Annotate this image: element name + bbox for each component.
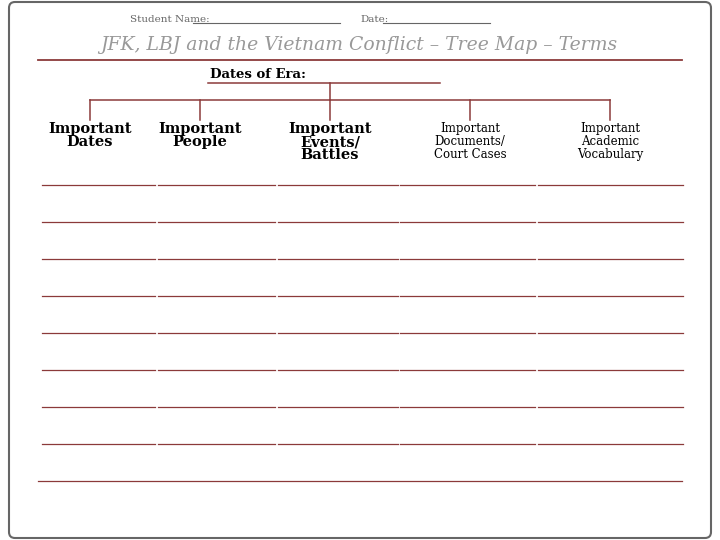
Text: Student Name:: Student Name:: [130, 16, 213, 24]
Text: Events/: Events/: [300, 135, 360, 149]
Text: Important: Important: [288, 122, 372, 136]
Text: Important: Important: [158, 122, 242, 136]
Text: Important: Important: [440, 122, 500, 135]
Text: Dates: Dates: [67, 135, 113, 149]
Text: Important: Important: [48, 122, 132, 136]
Text: Documents/: Documents/: [435, 135, 505, 148]
Text: JFK, LBJ and the Vietnam Conflict – Tree Map – Terms: JFK, LBJ and the Vietnam Conflict – Tree…: [100, 36, 617, 54]
Text: Important: Important: [580, 122, 640, 135]
Text: People: People: [173, 135, 228, 149]
FancyBboxPatch shape: [9, 2, 711, 538]
Text: Date:: Date:: [360, 16, 388, 24]
Text: Battles: Battles: [301, 148, 359, 162]
Text: Dates of Era:: Dates of Era:: [210, 69, 306, 82]
Text: Vocabulary: Vocabulary: [577, 148, 643, 161]
Text: Academic: Academic: [581, 135, 639, 148]
Text: Court Cases: Court Cases: [433, 148, 506, 161]
